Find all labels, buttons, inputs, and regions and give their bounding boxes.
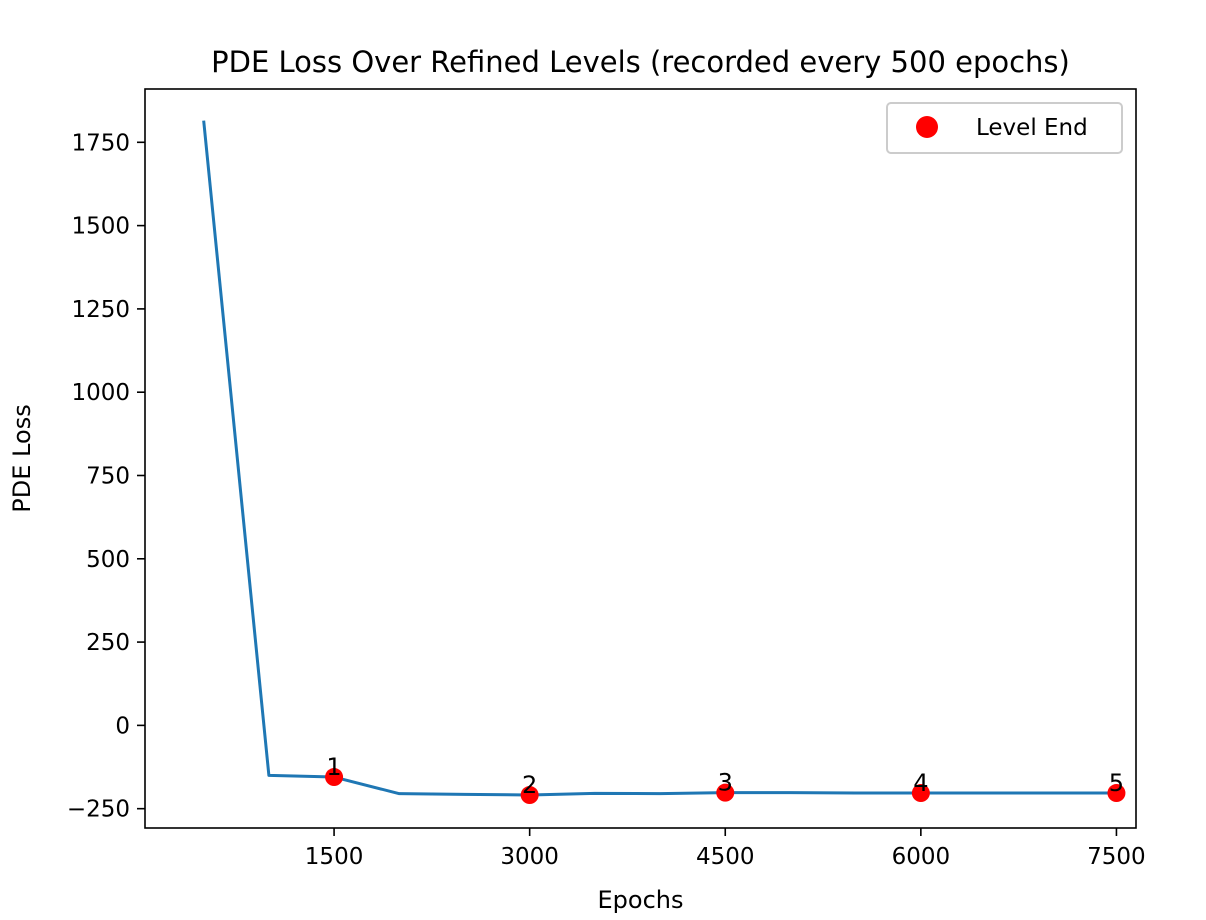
y-tick-label: 1250 <box>71 297 130 323</box>
legend-label-level-end: Level End <box>976 115 1088 141</box>
x-tick-label: 1500 <box>305 844 364 870</box>
y-tick-label: −250 <box>67 797 130 823</box>
x-tick-label: 4500 <box>696 844 755 870</box>
annotation-layer: 1 2 3 4 5 <box>326 753 1124 799</box>
level-annotation: 1 <box>326 753 341 781</box>
level-end-marker <box>911 784 930 803</box>
y-tick-label: 1750 <box>71 130 130 156</box>
y-tick-label: 250 <box>86 630 130 656</box>
axes-layer: 1500 3000 4500 6000 7500−2500250500750100012… <box>67 130 1146 870</box>
y-tick-label: 1500 <box>71 214 130 240</box>
x-axis-label: Epochs <box>598 886 684 914</box>
level-end-marker <box>520 786 539 805</box>
pde-loss-line <box>202 120 1117 797</box>
y-axis-label: PDE Loss <box>8 404 36 512</box>
level-end-marker <box>716 783 735 802</box>
legend: Level End <box>886 102 1123 154</box>
plot-frame <box>144 88 1137 829</box>
y-tick-label: 500 <box>86 547 130 573</box>
plot-frame-layer <box>144 88 1137 829</box>
y-tick-label: 1000 <box>71 380 130 406</box>
marker-layer <box>325 768 1126 805</box>
y-tick-label: 0 <box>115 713 130 739</box>
level-annotation: 5 <box>1109 769 1124 797</box>
y-tick-label: 750 <box>86 463 130 489</box>
level-end-marker <box>1107 784 1126 803</box>
level-end-marker <box>325 768 344 787</box>
legend-marker-level-end <box>916 116 938 138</box>
series-layer <box>202 120 1117 797</box>
x-tick-label: 3000 <box>500 844 559 870</box>
level-annotation: 3 <box>718 769 733 797</box>
x-tick-label: 7500 <box>1087 844 1146 870</box>
legend-box <box>886 102 1123 154</box>
chart-title: PDE Loss Over Refined Levels (recorded e… <box>211 45 1070 79</box>
x-tick-label: 6000 <box>892 844 951 870</box>
level-annotation: 2 <box>522 771 537 799</box>
level-annotation: 4 <box>913 769 928 797</box>
